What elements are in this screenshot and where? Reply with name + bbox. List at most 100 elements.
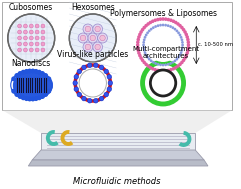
Circle shape — [157, 63, 159, 66]
Circle shape — [146, 31, 149, 34]
Circle shape — [182, 28, 185, 32]
Circle shape — [162, 64, 164, 66]
Circle shape — [186, 38, 190, 41]
Circle shape — [154, 62, 157, 65]
Circle shape — [159, 24, 162, 27]
Circle shape — [30, 96, 35, 101]
Circle shape — [145, 54, 147, 56]
Circle shape — [169, 62, 172, 65]
Circle shape — [182, 58, 185, 62]
Circle shape — [83, 24, 93, 34]
Circle shape — [136, 49, 140, 52]
Circle shape — [11, 89, 16, 94]
Circle shape — [95, 26, 100, 32]
Ellipse shape — [14, 71, 53, 99]
Circle shape — [181, 49, 183, 52]
Circle shape — [169, 68, 173, 71]
Circle shape — [187, 40, 190, 44]
Circle shape — [164, 24, 167, 27]
Circle shape — [167, 69, 170, 72]
Circle shape — [161, 69, 165, 73]
Circle shape — [139, 30, 143, 34]
Circle shape — [178, 63, 182, 66]
Circle shape — [100, 35, 105, 41]
Circle shape — [154, 25, 157, 28]
Circle shape — [181, 46, 184, 49]
Circle shape — [137, 35, 141, 39]
Circle shape — [69, 14, 116, 62]
Circle shape — [87, 63, 92, 68]
Circle shape — [108, 81, 113, 85]
Text: Hexosomes: Hexosomes — [71, 3, 115, 12]
Circle shape — [171, 61, 174, 64]
Circle shape — [18, 94, 22, 99]
Circle shape — [180, 36, 182, 39]
Circle shape — [33, 69, 39, 74]
Circle shape — [43, 92, 48, 97]
Circle shape — [74, 87, 79, 91]
Circle shape — [156, 69, 160, 72]
Circle shape — [177, 31, 180, 34]
Circle shape — [169, 19, 173, 22]
Circle shape — [139, 56, 143, 60]
Circle shape — [35, 42, 39, 46]
Circle shape — [18, 42, 21, 46]
Circle shape — [152, 61, 155, 64]
Text: Nanodiscs: Nanodiscs — [12, 59, 51, 68]
Circle shape — [141, 28, 144, 32]
Circle shape — [172, 67, 175, 70]
Ellipse shape — [13, 72, 52, 100]
Circle shape — [176, 64, 180, 68]
Circle shape — [104, 92, 108, 97]
Circle shape — [159, 64, 162, 66]
Circle shape — [136, 38, 140, 41]
Circle shape — [147, 28, 180, 62]
Circle shape — [41, 30, 45, 34]
Circle shape — [150, 60, 153, 62]
Circle shape — [77, 92, 81, 97]
Circle shape — [107, 87, 112, 91]
Text: c. 10-500 nm: c. 10-500 nm — [198, 43, 233, 47]
Circle shape — [143, 49, 146, 52]
Circle shape — [82, 65, 86, 70]
Circle shape — [154, 68, 157, 71]
Circle shape — [159, 69, 162, 73]
Circle shape — [29, 42, 33, 46]
Circle shape — [154, 19, 157, 22]
Circle shape — [156, 18, 160, 21]
Circle shape — [159, 17, 162, 21]
Text: Multi-compartment
architectures: Multi-compartment architectures — [133, 46, 200, 59]
Ellipse shape — [13, 71, 53, 99]
Circle shape — [21, 95, 26, 100]
Circle shape — [152, 26, 155, 29]
Circle shape — [138, 33, 142, 36]
Circle shape — [93, 24, 102, 34]
Circle shape — [18, 24, 21, 28]
Circle shape — [41, 48, 45, 52]
Circle shape — [94, 98, 98, 103]
Circle shape — [179, 34, 181, 36]
Circle shape — [137, 51, 141, 55]
Circle shape — [150, 28, 153, 31]
Circle shape — [99, 96, 104, 101]
Circle shape — [151, 67, 154, 70]
Polygon shape — [41, 133, 195, 150]
Circle shape — [18, 71, 22, 76]
Circle shape — [148, 29, 151, 32]
Circle shape — [142, 26, 146, 29]
Circle shape — [104, 69, 108, 74]
Circle shape — [80, 35, 86, 41]
Circle shape — [164, 17, 167, 21]
Circle shape — [146, 56, 149, 59]
Circle shape — [83, 42, 93, 52]
Circle shape — [157, 24, 159, 27]
Circle shape — [183, 56, 187, 60]
Circle shape — [18, 36, 21, 40]
Circle shape — [21, 70, 26, 75]
Circle shape — [186, 35, 189, 39]
Circle shape — [99, 65, 104, 70]
Circle shape — [35, 48, 39, 52]
Circle shape — [172, 19, 175, 23]
Circle shape — [142, 44, 145, 46]
Circle shape — [35, 24, 39, 28]
